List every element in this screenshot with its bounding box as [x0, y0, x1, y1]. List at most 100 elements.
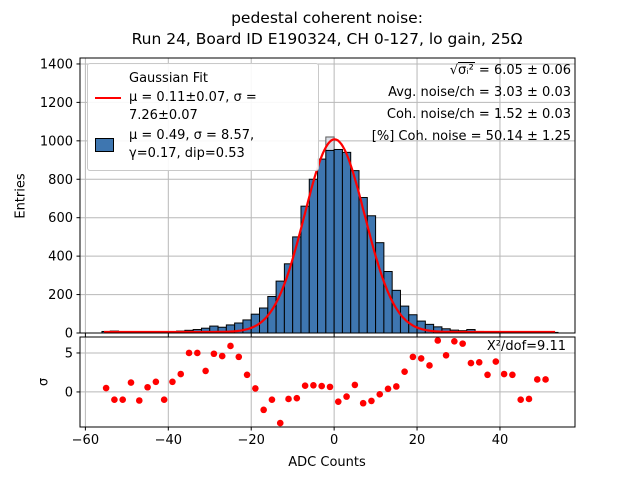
- residual-dot: [475, 359, 483, 366]
- histogram-patch-swatch: [95, 138, 114, 152]
- hist-bar: [350, 170, 360, 334]
- residual-dot: [484, 371, 491, 379]
- legend-hist-params1: μ = 0.49, σ = 8.57,: [129, 127, 255, 143]
- residual-dot: [152, 378, 160, 386]
- sqrt-radicand: σᵢ²: [458, 62, 475, 78]
- residual-dot: [210, 350, 218, 358]
- residual-dot: [268, 396, 276, 404]
- legend-fit-title: Gaussian Fit: [129, 71, 209, 86]
- residual-dot: [459, 340, 466, 347]
- x-tick-label: 0: [330, 433, 338, 448]
- x-tick-label: 40: [492, 433, 509, 448]
- residual-dot: [401, 368, 408, 375]
- residual-dot: [426, 362, 433, 369]
- residual-dot: [326, 383, 334, 391]
- residual-dot: [144, 383, 151, 391]
- residual-dot: [509, 371, 516, 379]
- residual-dot: [276, 419, 284, 427]
- stat-avg-noise: Avg. noise/ch = 3.03 ± 0.03: [388, 85, 571, 100]
- residual-dot: [127, 379, 135, 386]
- legend: Gaussian Fit μ = 0.11±0.07, σ = 7.26±0.0…: [87, 63, 319, 171]
- x-tick-label: −40: [155, 433, 182, 448]
- residual-dot: [442, 352, 450, 359]
- y-tick-label: 400: [48, 250, 73, 265]
- residual-points: [102, 337, 549, 427]
- residual-dot: [409, 353, 417, 361]
- residual-dot: [260, 406, 267, 414]
- residual-dot: [384, 385, 392, 393]
- y-tick-label: 600: [48, 211, 73, 226]
- sigma-tick-label: 0: [65, 385, 73, 400]
- x-tick-label: −60: [72, 433, 99, 448]
- residual-dot: [533, 376, 541, 383]
- residual-dot: [343, 393, 350, 400]
- residual-dot: [235, 353, 243, 361]
- y-tick-label: 1200: [40, 96, 73, 111]
- chart-title-line2: Run 24, Board ID E190324, CH 0-127, lo g…: [131, 30, 523, 48]
- residual-dot: [517, 396, 524, 404]
- residual-dot: [376, 390, 384, 398]
- residual-dot: [318, 382, 325, 390]
- tick-marks: [76, 63, 501, 431]
- residual-dot: [301, 382, 309, 390]
- residual-dot: [500, 370, 508, 378]
- y-tick-label: 1000: [40, 134, 73, 149]
- residual-dot: [368, 397, 375, 405]
- legend-fit-params: μ = 0.11±0.07, σ = 7.26±0.07: [129, 89, 257, 124]
- residual-dot: [434, 337, 442, 344]
- residual-dot: [393, 383, 400, 390]
- stat-sqrt-sigma: √σᵢ² = 6.05 ± 0.06: [449, 62, 571, 78]
- residual-dot: [243, 371, 251, 379]
- sigma-tick-label: 5: [65, 346, 73, 361]
- hist-bar: [333, 148, 343, 334]
- hist-bar: [317, 158, 327, 334]
- x-tick-label: 20: [409, 433, 426, 448]
- y-axis-label-residuals: σ: [36, 377, 52, 387]
- residual-dot: [111, 396, 118, 404]
- gaussian-fit-curve: [104, 138, 556, 334]
- stat-coh-noise: Coh. noise/ch = 1.52 ± 0.03: [386, 107, 571, 122]
- residual-dot: [218, 352, 226, 360]
- y-axis-label-main: Entries: [13, 173, 29, 219]
- y-tick-label: 800: [48, 173, 73, 188]
- residual-dot: [194, 349, 201, 357]
- residual-dot: [542, 376, 549, 383]
- hist-bar: [375, 242, 385, 334]
- residual-dot: [177, 370, 185, 378]
- hist-bar: [383, 271, 393, 334]
- residual-dot: [227, 342, 234, 350]
- residual-dot: [169, 378, 176, 386]
- residual-dot: [252, 385, 259, 392]
- residual-dot: [359, 399, 367, 407]
- residual-dot: [417, 355, 425, 362]
- residual-dot: [160, 396, 168, 404]
- y-tick-label: 200: [48, 288, 73, 303]
- hist-bar: [341, 151, 352, 334]
- y-tick-label: 0: [65, 327, 73, 342]
- gaussian-fit-line-swatch: [95, 96, 121, 99]
- residual-dot: [492, 358, 500, 365]
- residual-dot: [102, 384, 110, 392]
- hist-bar: [308, 178, 319, 334]
- residual-dot: [185, 349, 193, 357]
- residual-dot: [451, 337, 458, 345]
- chi2-label: Χ²/dof=9.11: [486, 339, 566, 354]
- residual-dot: [135, 397, 143, 404]
- axes-spines: [79, 57, 576, 428]
- x-axis-label: ADC Counts: [288, 455, 366, 470]
- chart-title: pedestal coherent noise: Run 24, Board I…: [132, 8, 523, 50]
- residual-dot: [285, 395, 292, 403]
- hist-bar: [242, 319, 252, 334]
- x-tick-label: −20: [237, 433, 264, 448]
- y-tick-label: 1400: [40, 57, 73, 72]
- legend-entry-histogram: μ = 0.49, σ = 8.57, γ=0.17, dip=0.53: [95, 127, 310, 164]
- residual-dot: [334, 398, 342, 405]
- residual-dot: [467, 359, 475, 367]
- residual-dot: [310, 382, 317, 389]
- chart-title-line1: pedestal coherent noise:: [231, 9, 423, 27]
- residual-dot: [525, 395, 533, 403]
- histogram-bars: [101, 148, 559, 334]
- legend-entry-gaussian-fit: Gaussian Fit μ = 0.11±0.07, σ = 7.26±0.0…: [95, 70, 310, 126]
- residual-dot: [351, 381, 359, 389]
